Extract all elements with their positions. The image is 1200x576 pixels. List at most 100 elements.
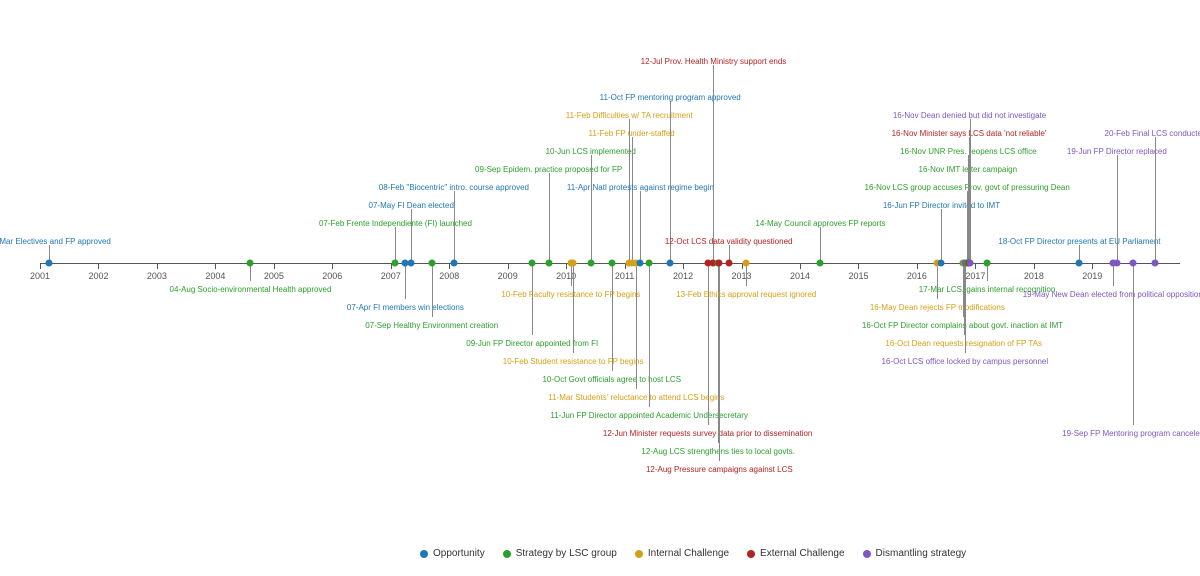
event-label: 10-Oct Govt officials agree to host LCS [542, 375, 681, 384]
event-point [587, 260, 594, 267]
event-label: 08-Feb "Biocentric" intro. course approv… [379, 183, 529, 192]
event-label: 19-May New Dean elected from political o… [1023, 290, 1200, 299]
tick-label: 2012 [673, 271, 693, 281]
event-label: 16-Nov Dean denied but did not investiga… [893, 111, 1046, 120]
event-label: 10-Feb Student resistance to FP begins [503, 357, 644, 366]
event-point [570, 260, 577, 267]
tick [98, 263, 99, 269]
legend: Opportunity Strategy by LSC group Internal… [420, 548, 966, 559]
event-label: 16-Oct Dean requests resignation of FP T… [885, 339, 1042, 348]
event-stem [708, 263, 709, 425]
legend-item: Dismantling strategy [863, 548, 967, 559]
event-point [529, 260, 536, 267]
legend-label: Internal Challenge [648, 548, 729, 559]
tick-label: 2001 [30, 271, 50, 281]
tick-label: 2002 [88, 271, 108, 281]
event-label: 09-Jun FP Director appointed from FI [466, 339, 598, 348]
event-stem [649, 263, 650, 407]
tick-label: 2015 [848, 271, 868, 281]
event-point [247, 260, 254, 267]
legend-item: External Challenge [747, 548, 845, 559]
legend-item: Internal Challenge [635, 548, 729, 559]
tick [40, 263, 41, 269]
tick [1034, 263, 1035, 269]
event-point [1076, 260, 1083, 267]
event-stem [405, 263, 406, 299]
tick [975, 263, 976, 269]
legend-label: Strategy by LSC group [516, 548, 617, 559]
event-label: 16-Oct LCS office locked by campus perso… [882, 357, 1049, 366]
event-point [1152, 260, 1159, 267]
event-label: 20-Feb Final LCS conducted [1105, 129, 1200, 138]
tick-label: 2014 [790, 271, 810, 281]
event-point [743, 260, 750, 267]
event-label: 07-May FI Dean elected [369, 201, 454, 210]
tick [1092, 263, 1093, 269]
event-point [428, 260, 435, 267]
tick-label: 2009 [498, 271, 518, 281]
event-label: 11-Feb FP under-staffed [588, 129, 674, 138]
event-label: 16-Jun FP Director invited to IMT [883, 201, 1000, 210]
event-point [408, 260, 415, 267]
event-point [716, 260, 723, 267]
event-point [725, 260, 732, 267]
event-label: 10-Feb Faculty resistance to FP begins [501, 290, 640, 299]
event-label: 14-May Council approves FP reports [755, 219, 885, 228]
event-point [984, 260, 991, 267]
event-point [938, 260, 945, 267]
event-label: 19-Jun FP Director replaced [1067, 147, 1167, 156]
event-stem [432, 263, 433, 317]
event-label: 13-Feb Ethics approval request ignored [676, 290, 816, 299]
event-stem [820, 227, 821, 263]
tick-label: 2003 [147, 271, 167, 281]
event-point [667, 260, 674, 267]
tick-label: 2004 [205, 271, 225, 281]
event-point [1130, 260, 1137, 267]
event-point [637, 260, 644, 267]
tick-label: 2005 [264, 271, 284, 281]
tick [215, 263, 216, 269]
event-label: 11-Oct FP mentoring program approved [600, 93, 741, 102]
event-label: 18-Oct FP Director presents at EU Parlia… [998, 237, 1160, 246]
event-stem [1113, 263, 1114, 286]
tick [683, 263, 684, 269]
event-stem [640, 191, 641, 263]
legend-dot [863, 550, 871, 558]
event-stem [970, 119, 971, 263]
tick-label: 2016 [907, 271, 927, 281]
event-stem [612, 263, 613, 371]
event-label: 07-Sep Healthy Environment creation [365, 321, 498, 330]
event-label: 11-Apr Natl protests against regime begi… [567, 183, 714, 192]
legend-item: Strategy by LSC group [503, 548, 617, 559]
event-stem [965, 263, 966, 353]
legend-item: Opportunity [420, 548, 485, 559]
event-label: 11-Feb Difficulties w/ TA recruitment [566, 111, 693, 120]
event-label: 16-May Dean rejects FP modifications [870, 303, 1005, 312]
event-stem [549, 173, 550, 263]
event-stem [591, 155, 592, 263]
tick [332, 263, 333, 269]
event-label: 07-Apr FI members win elections [347, 303, 464, 312]
legend-label: Dismantling strategy [876, 548, 967, 559]
event-label: 01-Mar Electives and FP approved [0, 237, 111, 246]
event-stem [1117, 155, 1118, 263]
event-stem [941, 209, 942, 263]
event-point [646, 260, 653, 267]
event-label: 09-Sep Epidem. practice proposed for FP [475, 165, 622, 174]
legend-label: Opportunity [433, 548, 485, 559]
event-stem [573, 263, 574, 353]
event-point [966, 260, 973, 267]
event-point [392, 260, 399, 267]
tick [157, 263, 158, 269]
legend-dot [635, 550, 643, 558]
tick-label: 2008 [439, 271, 459, 281]
event-stem [395, 227, 396, 263]
event-point [1113, 260, 1120, 267]
tick-label: 2018 [1024, 271, 1044, 281]
event-stem [411, 209, 412, 263]
tick [508, 263, 509, 269]
event-stem [571, 263, 572, 286]
event-label: 12-Jun Minister requests survey data pri… [603, 429, 812, 438]
tick [800, 263, 801, 269]
event-label: 12-Oct LCS data validity questioned [665, 237, 793, 246]
